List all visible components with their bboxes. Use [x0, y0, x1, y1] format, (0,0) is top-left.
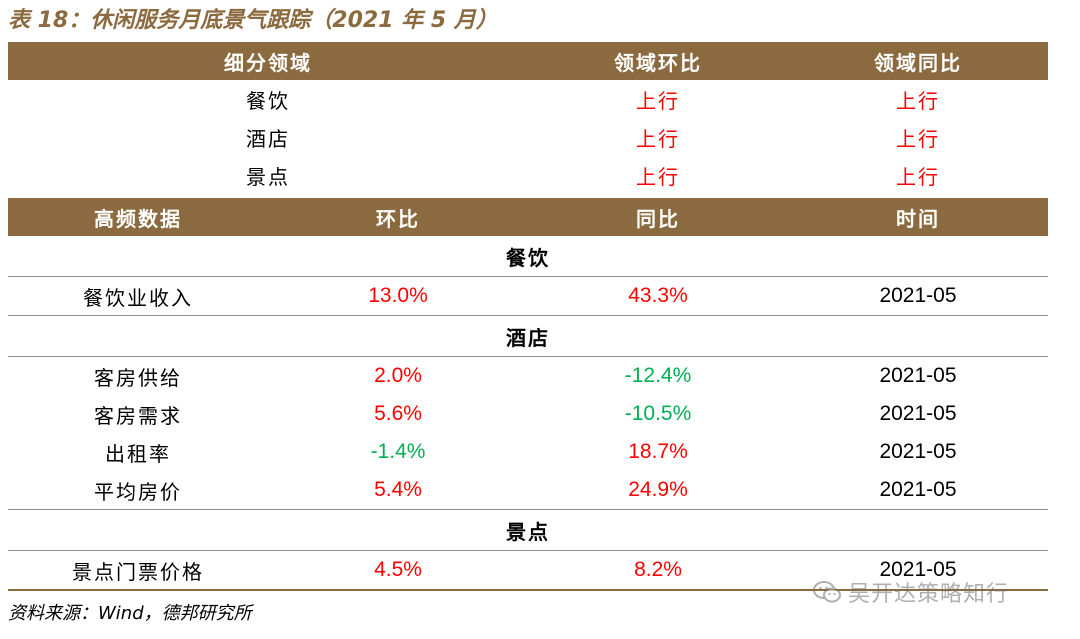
segment-yoy: 上行	[896, 88, 940, 113]
section-title: 景点	[8, 509, 1048, 551]
header-date: 时间	[788, 198, 1048, 236]
section-title: 餐饮	[506, 245, 550, 270]
section-title: 酒店	[8, 315, 1048, 357]
date-value: 2021-05	[879, 478, 957, 501]
segment-name: 酒店	[246, 126, 290, 151]
header-segment-mom: 领域环比	[528, 42, 788, 80]
leisure-services-table: 细分领域 领域环比 领域同比 餐饮 上行 上行 酒店 上行 上行 景点 上行 上行	[8, 42, 1048, 194]
indicator-label: 出租率	[105, 441, 171, 466]
source-note: 资料来源：Wind，德邦研究所	[8, 603, 252, 624]
date-value: 2021-05	[788, 356, 1048, 395]
indicator-label: 客房供给	[8, 356, 268, 395]
indicator-label: 餐饮业收入	[8, 276, 268, 316]
date-value: 2021-05	[879, 402, 957, 425]
mom-value: 5.6%	[374, 402, 422, 425]
data-row: 出租率 -1.4% 18.7% 2021-05	[8, 433, 1048, 471]
segment-mom: 上行	[636, 164, 680, 189]
data-row: 餐饮业收入 13.0% 43.3% 2021-05	[8, 276, 1048, 316]
segment-name: 餐饮	[246, 88, 290, 113]
segment-yoy: 上行	[896, 164, 940, 189]
segment-mom: 上行	[636, 88, 680, 113]
watermark-text: 吴开达策略知行	[848, 581, 1010, 606]
mom-value: 2.0%	[268, 356, 528, 395]
header-mom: 环比	[268, 198, 528, 236]
watermark: 吴开达策略知行	[812, 572, 1009, 612]
segment-mom: 上行	[636, 126, 680, 151]
indicator-label: 平均房价	[94, 479, 182, 504]
segment-name: 景点	[246, 164, 290, 189]
header-segment-yoy: 领域同比	[788, 42, 1048, 80]
yoy-value: 18.7%	[628, 440, 688, 463]
indicator-label: 客房需求	[94, 403, 182, 428]
table-title: 表 18：休闲服务月底景气跟踪（2021 年 5 月）	[8, 8, 498, 33]
data-row: 平均房价 5.4% 24.9% 2021-05	[8, 471, 1048, 510]
header-indicator: 高频数据	[8, 198, 268, 236]
detail-header-row: 高频数据 环比 同比 时间	[8, 198, 1048, 236]
summary-row: 景点 上行 上行	[8, 156, 1048, 194]
segment-yoy: 上行	[896, 126, 940, 151]
section-header-row: 餐饮	[8, 236, 1048, 277]
data-row: 客房需求 5.6% -10.5% 2021-05	[8, 395, 1048, 433]
summary-header-row: 细分领域 领域环比 领域同比	[8, 42, 1048, 80]
section-header-row: 酒店	[8, 315, 1048, 357]
mom-value: 5.4%	[374, 478, 422, 501]
high-frequency-table: 高频数据 环比 同比 时间 餐饮 餐饮业收入 13.0% 43.3% 2021-05 酒店…	[8, 198, 1048, 591]
indicator-label: 景点门票价格	[8, 550, 268, 591]
mom-value: -1.4%	[370, 440, 426, 463]
yoy-value: 43.3%	[528, 276, 788, 316]
yoy-value: -10.5%	[624, 402, 692, 425]
summary-row: 酒店 上行 上行	[8, 118, 1048, 156]
header-segment: 细分领域	[8, 42, 528, 80]
mom-value: 13.0%	[268, 276, 528, 316]
mom-value: 4.5%	[268, 550, 528, 591]
date-value: 2021-05	[788, 276, 1048, 316]
data-row: 景点门票价格 4.5% 8.2% 2021-05	[8, 550, 1048, 591]
yoy-value: 8.2%	[528, 550, 788, 591]
data-row: 客房供给 2.0% -12.4% 2021-05	[8, 356, 1048, 395]
yoy-value: -12.4%	[528, 356, 788, 395]
header-yoy: 同比	[528, 198, 788, 236]
yoy-value: 24.9%	[628, 478, 688, 501]
section-header-row: 景点	[8, 509, 1048, 551]
wechat-icon	[813, 581, 841, 603]
date-value: 2021-05	[879, 440, 957, 463]
summary-row: 餐饮 上行 上行	[8, 80, 1048, 118]
